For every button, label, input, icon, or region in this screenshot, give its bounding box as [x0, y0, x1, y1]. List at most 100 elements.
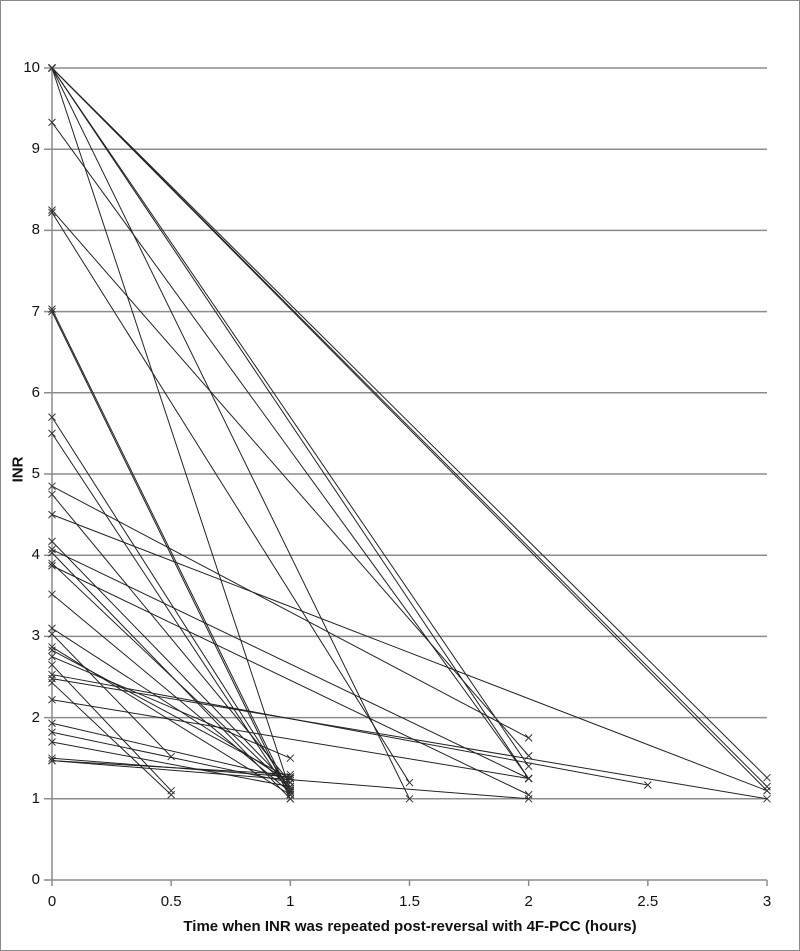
series-line: [51, 514, 768, 792]
series-line: [51, 67, 768, 792]
x-marker-icon: [524, 734, 533, 742]
x-marker-icon: [167, 752, 176, 761]
x-marker-icon: [763, 782, 771, 791]
series-line: [51, 562, 291, 790]
series-line: [51, 308, 291, 795]
y-tick-label: 2: [31, 708, 40, 726]
x-marker-icon: [48, 590, 56, 599]
x-marker-icon: [286, 782, 295, 791]
x-tick-label: 1: [286, 893, 295, 910]
series-line: [51, 674, 648, 786]
series-line: [51, 565, 529, 796]
x-marker-icon: [48, 643, 56, 651]
x-marker-icon: [48, 537, 56, 546]
x-marker-icon: [524, 774, 533, 783]
series-line: [51, 67, 768, 779]
series-line: [51, 67, 530, 767]
x-marker-icon: [405, 778, 414, 787]
x-marker-icon: [48, 307, 56, 316]
y-tick-label: 4: [31, 546, 40, 564]
x-marker-icon: [48, 728, 56, 737]
series-line: [51, 209, 530, 757]
x-marker-icon: [48, 429, 56, 438]
x-marker-icon: [48, 413, 56, 422]
x-marker-icon: [48, 660, 56, 669]
x-marker-icon: [48, 624, 56, 633]
x-tick-label: 2: [524, 893, 533, 910]
series-line: [51, 122, 530, 779]
x-marker-icon: [643, 781, 652, 789]
x-marker-icon: [48, 738, 56, 746]
x-marker-icon: [286, 754, 295, 763]
x-marker-icon: [763, 773, 771, 782]
series-line: [51, 741, 291, 788]
x-marker-icon: [286, 774, 295, 783]
x-marker-icon: [48, 208, 56, 217]
y-tick-label: 1: [31, 789, 40, 807]
y-tick-label: 5: [31, 465, 40, 482]
series-line: [51, 67, 291, 791]
x-marker-icon: [48, 206, 56, 214]
x-marker-icon: [48, 510, 56, 519]
x-marker-icon: [48, 305, 56, 314]
x-marker-icon: [48, 646, 56, 655]
series-line: [51, 593, 291, 793]
x-tick-label: 0.5: [160, 893, 182, 910]
y-tick-label: 9: [31, 140, 40, 158]
series-line: [51, 678, 768, 800]
x-tick-label: 1.5: [399, 893, 420, 910]
x-marker-icon: [286, 790, 295, 799]
series-line: [51, 416, 291, 791]
x-marker-icon: [48, 64, 56, 72]
x-marker-icon: [48, 652, 56, 661]
y-tick-label: 3: [31, 627, 40, 645]
series-line: [51, 549, 529, 779]
x-marker-icon: [167, 786, 176, 795]
x-marker-icon: [48, 559, 56, 568]
series-line: [51, 485, 529, 739]
x-marker-icon: [167, 790, 176, 799]
x-marker-icon: [48, 561, 56, 570]
y-tick-label: 8: [31, 221, 40, 239]
x-marker-icon: [524, 762, 533, 771]
x-marker-icon: [763, 794, 771, 803]
x-marker-icon: [524, 794, 533, 803]
series-line: [51, 212, 410, 783]
series-line: [51, 67, 410, 800]
x-marker-icon: [48, 695, 56, 704]
series-line: [51, 633, 172, 757]
series-line: [51, 493, 291, 783]
series-line: [51, 760, 291, 775]
x-marker-icon: [48, 756, 56, 765]
x-marker-icon: [48, 548, 56, 557]
x-marker-icon: [763, 786, 771, 795]
x-marker-icon: [48, 482, 56, 491]
series-line: [51, 664, 172, 792]
series-line: [51, 311, 291, 800]
x-marker-icon: [48, 490, 56, 499]
series-line: [51, 67, 530, 779]
series-line: [51, 656, 291, 759]
series-line: [51, 699, 529, 779]
x-tick-label: 3: [762, 893, 772, 910]
x-marker-icon: [524, 790, 533, 799]
y-tick-label: 7: [31, 302, 40, 320]
series-line: [51, 433, 291, 796]
x-marker-icon: [48, 678, 56, 687]
series-line: [51, 541, 291, 787]
series-line: [51, 682, 172, 796]
x-marker-icon: [286, 785, 295, 793]
x-marker-icon: [48, 545, 56, 554]
x-marker-icon: [48, 118, 56, 127]
series-line: [51, 649, 291, 779]
x-marker-icon: [286, 788, 295, 797]
x-axis-label: Time when INR was repeated post-reversal…: [183, 918, 637, 935]
y-tick-label: 6: [31, 383, 40, 401]
x-marker-icon: [48, 630, 56, 638]
y-tick-label: 10: [23, 59, 40, 76]
y-tick-label: 0: [31, 871, 40, 888]
x-marker-icon: [48, 719, 56, 728]
x-tick-label: 0: [47, 893, 57, 910]
x-marker-icon: [405, 794, 414, 803]
